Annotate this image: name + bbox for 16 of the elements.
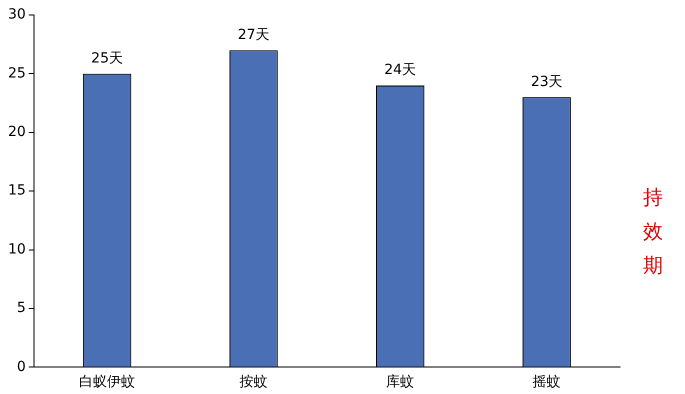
- y-tick-label: 20: [8, 124, 26, 140]
- x-tick-label: 白蚁伊蚊: [79, 374, 136, 390]
- y-tick-label: 15: [8, 182, 26, 199]
- y-tick-label: 25: [8, 65, 26, 82]
- x-tick-label: 库蚊: [386, 374, 414, 390]
- x-tick-label: 按蚊: [240, 374, 268, 390]
- data-label: 27天: [238, 26, 270, 43]
- data-label: 25天: [91, 50, 123, 66]
- data-label: 24天: [384, 62, 416, 78]
- y-axis-title: 持效期: [643, 184, 664, 279]
- data-label: 23天: [530, 74, 563, 90]
- y-tick-label: 0: [16, 358, 26, 375]
- y-tick-label: 10: [8, 241, 26, 258]
- y-tick-label: 5: [16, 300, 26, 316]
- x-tick-label: 摇蚊: [532, 374, 561, 390]
- y-tick-label: 30: [8, 6, 26, 23]
